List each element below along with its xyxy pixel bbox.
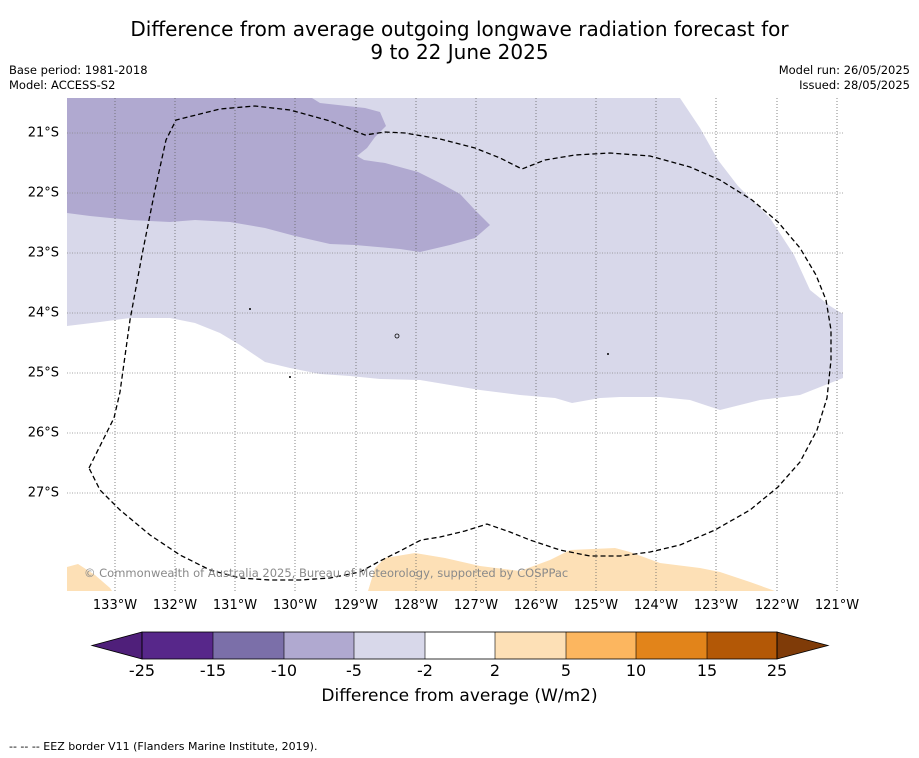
model-text: Model: ACCESS-S2 (9, 78, 116, 92)
longitude-label: 123°W (693, 598, 739, 613)
colorbar-tick: 25 (766, 661, 788, 680)
speck-1 (249, 308, 251, 310)
latitude-label: 21°S (27, 125, 59, 141)
longitude-gridlines (114, 98, 838, 591)
colorbar-tick: -10 (270, 661, 298, 680)
speck-3 (607, 353, 609, 355)
latitude-gridlines (67, 132, 843, 494)
model-run-text: Model run: 26/05/2025 (778, 63, 910, 77)
longitude-label: 128°W (393, 598, 439, 613)
colorbar-segment (142, 632, 213, 659)
colorbar-segment (707, 632, 777, 659)
speck-2 (289, 376, 291, 378)
eez-border (88, 105, 832, 581)
copyright-text: © Commonwealth of Australia 2025, Bureau… (84, 566, 569, 580)
longitude-label: 126°W (513, 598, 559, 613)
run-info: Model run: 26/05/2025 Issued: 28/05/2025 (779, 63, 910, 93)
latitude-label: 26°S (27, 425, 59, 441)
longitude-label: 133°W (92, 598, 138, 613)
colorbar-extend-low (90, 631, 143, 660)
longitude-label: 132°W (152, 598, 198, 613)
colorbar-segment (425, 632, 495, 659)
colorbar-segment (495, 632, 566, 659)
latitude-label: 22°S (27, 185, 59, 201)
anomaly-region-light-orange-west (67, 564, 112, 591)
map-title-line-1: Difference from average outgoing longwav… (130, 17, 789, 41)
colorbar-segment (566, 632, 636, 659)
longitude-label: 129°W (333, 598, 379, 613)
base-info: Base period: 1981-2018 Model: ACCESS-S2 (9, 63, 148, 93)
longitude-label: 121°W (814, 598, 860, 613)
map-title: Difference from average outgoing longwav… (0, 18, 919, 64)
anomaly-region-medium-purple (67, 98, 490, 252)
issued-text: Issued: 28/05/2025 (799, 78, 910, 92)
eez-legend-text: -- -- -- EEZ border V11 (Flanders Marine… (9, 740, 318, 753)
colorbar-tick: 15 (696, 661, 718, 680)
longitude-label: 130°W (272, 598, 318, 613)
colorbar-tick: -25 (128, 661, 156, 680)
base-period-text: Base period: 1981-2018 (9, 63, 148, 77)
longitude-label: 124°W (633, 598, 679, 613)
latitude-label: 23°S (27, 245, 59, 261)
colorbar-segment (636, 632, 707, 659)
colorbar-extend-high (776, 631, 830, 660)
latitude-label: 27°S (27, 485, 59, 501)
longitude-label: 131°W (212, 598, 258, 613)
colorbar-segment (284, 632, 354, 659)
colorbar-label: Difference from average (W/m2) (321, 686, 598, 706)
colorbar-segment (354, 632, 425, 659)
colorbar-tick: 10 (625, 661, 647, 680)
longitude-label: 122°W (754, 598, 800, 613)
colorbar-segment (213, 632, 284, 659)
colorbar-tick: -5 (346, 661, 362, 680)
colorbar-tick: -15 (199, 661, 227, 680)
latitude-label: 24°S (27, 305, 59, 321)
map-title-line-2: 9 to 22 June 2025 (370, 40, 549, 64)
longitude-label: 125°W (573, 598, 619, 613)
colorbar-tick: 2 (489, 661, 501, 680)
colorbar-tick: -2 (417, 661, 433, 680)
colorbar-tick: 5 (560, 661, 572, 680)
island-outline (394, 333, 400, 339)
latitude-label: 25°S (27, 365, 59, 381)
anomaly-region-light-orange-east (368, 548, 775, 591)
longitude-label: 127°W (453, 598, 499, 613)
